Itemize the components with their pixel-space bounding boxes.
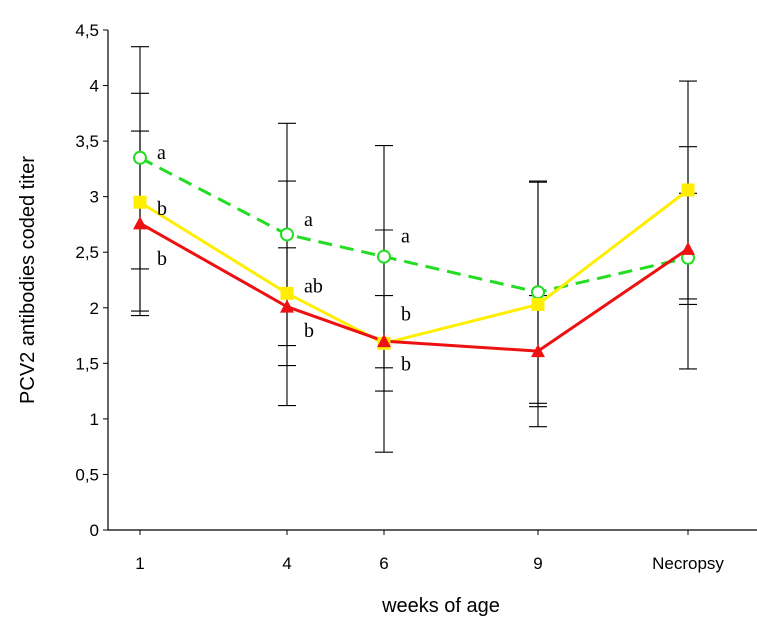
annotation-label: b xyxy=(401,303,411,325)
data-point xyxy=(531,297,545,311)
annotation-label: a xyxy=(157,142,166,164)
data-point xyxy=(280,286,294,300)
annotation-label: b xyxy=(157,198,167,220)
x-tick-label: 1 xyxy=(135,554,144,573)
y-tick-label: 4,5 xyxy=(75,21,99,40)
y-tick-label: 0 xyxy=(90,521,99,540)
series-line xyxy=(139,188,689,345)
annotation-label: b xyxy=(157,248,167,270)
y-axis-label: PCV2 antibodies coded titer xyxy=(17,156,39,404)
y-tick-label: 3 xyxy=(90,188,99,207)
data-point xyxy=(280,299,294,313)
y-tick-label: 1,5 xyxy=(75,354,99,373)
markers xyxy=(133,150,695,358)
data-point xyxy=(531,285,545,300)
y-tick-label: 1 xyxy=(90,410,99,429)
y-tick-label: 3,5 xyxy=(75,132,99,151)
data-point xyxy=(531,344,545,358)
x-axis-label: weeks of age xyxy=(381,595,500,617)
data-point xyxy=(280,227,294,242)
annotation-label: b xyxy=(304,320,314,342)
data-point xyxy=(133,150,147,165)
annotation-label: b xyxy=(401,353,411,375)
data-point xyxy=(681,241,695,255)
x-tick-label: 9 xyxy=(533,554,542,573)
data-point xyxy=(133,195,147,209)
x-tick-label: 6 xyxy=(379,554,388,573)
y-tick-label: 2 xyxy=(90,299,99,318)
x-ticks: 1 4 6 9 Necropsy xyxy=(135,530,724,573)
x-tick-label: Necropsy xyxy=(652,554,724,573)
y-tick-label: 2,5 xyxy=(75,243,99,262)
x-tick-label: 4 xyxy=(282,554,291,573)
axes xyxy=(107,30,757,531)
series-line xyxy=(139,156,689,294)
data-point xyxy=(133,216,147,230)
annotation-label: ab xyxy=(304,276,323,298)
data-point xyxy=(377,334,391,348)
data-point xyxy=(681,183,695,197)
annotation-label: a xyxy=(401,226,410,248)
y-tick-label: 0,5 xyxy=(75,465,99,484)
annotation-label: a xyxy=(304,209,313,231)
y-tick-label: 4 xyxy=(90,77,99,96)
series-line xyxy=(139,222,689,353)
series-lines xyxy=(139,156,689,353)
y-ticks: 0 0,5 1 1,5 2 2,5 3 3,5 4 4,5 xyxy=(75,21,108,540)
data-point xyxy=(377,249,391,264)
